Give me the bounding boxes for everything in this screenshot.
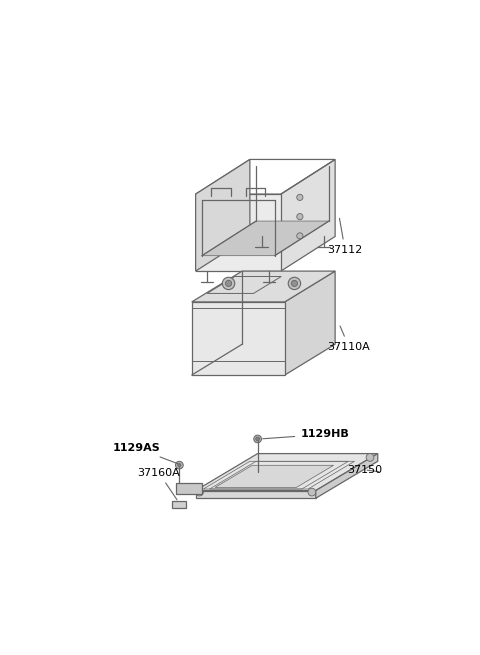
Polygon shape [285, 271, 335, 375]
Text: 37110A: 37110A [327, 326, 370, 352]
Circle shape [176, 461, 183, 469]
Polygon shape [281, 159, 335, 271]
Text: 37150: 37150 [347, 465, 382, 475]
Text: 37112: 37112 [327, 218, 362, 255]
Circle shape [291, 280, 298, 286]
Circle shape [254, 435, 262, 443]
Polygon shape [196, 194, 281, 271]
Text: 37160A: 37160A [137, 468, 180, 500]
Circle shape [178, 464, 181, 466]
Circle shape [196, 488, 204, 496]
Circle shape [297, 214, 303, 219]
Text: 1129HB: 1129HB [263, 429, 349, 440]
Polygon shape [192, 271, 335, 302]
Polygon shape [172, 500, 186, 508]
Circle shape [226, 280, 232, 286]
Polygon shape [215, 465, 334, 487]
Polygon shape [192, 302, 285, 375]
Circle shape [366, 454, 374, 461]
Circle shape [297, 233, 303, 239]
Polygon shape [196, 491, 316, 498]
Polygon shape [196, 454, 378, 491]
Circle shape [222, 277, 235, 290]
Circle shape [256, 437, 260, 441]
Text: 1129AS: 1129AS [113, 443, 179, 464]
Circle shape [288, 277, 300, 290]
Polygon shape [202, 221, 329, 255]
Polygon shape [176, 483, 202, 495]
Polygon shape [196, 159, 250, 271]
Circle shape [297, 195, 303, 200]
Circle shape [308, 488, 316, 496]
Polygon shape [316, 454, 378, 498]
